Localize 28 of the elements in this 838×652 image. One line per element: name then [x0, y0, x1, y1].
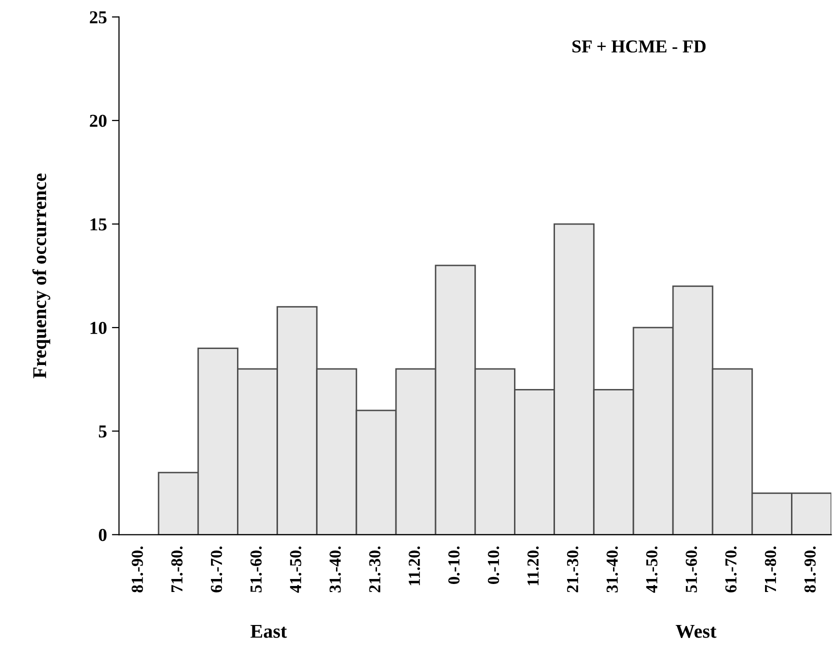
y-tick-label: 15 [90, 218, 107, 230]
text: East [250, 624, 287, 638]
y-tick-label: 25 [90, 11, 107, 24]
x-tick-label: 61.-70. [210, 546, 222, 592]
x-tick-label: 51.-60. [686, 546, 698, 592]
text: SF + HCME - FD [572, 40, 706, 53]
y-tick-label: 0 [98, 528, 106, 542]
x-tick-label: 71.-80. [171, 546, 183, 592]
x-tick-label: 0.-10. [488, 546, 500, 584]
x-tick-label: 41.-50. [290, 546, 302, 593]
x-tick-label: 11.20. [408, 546, 420, 586]
x-tick-label: 31.-40. [606, 546, 618, 592]
y-tick-label: 5 [98, 426, 107, 438]
y-axis-title: Frequency of occurrence [32, 174, 50, 378]
x-tick-label: 81.-90. [132, 546, 144, 592]
y-tick-label: 20 [90, 114, 106, 127]
x-tick-label: 21.-30. [567, 546, 578, 592]
x-tick-label: 21.-30. [369, 546, 380, 592]
text: West [676, 624, 716, 638]
x-tick-label: 61.-70. [725, 546, 737, 592]
x-tick-label: 81.-90. [804, 546, 816, 592]
x-tick-label: 71.-80. [764, 546, 776, 592]
x-tick-label: 31.-40. [330, 546, 341, 592]
y-tick-label: 10 [90, 322, 106, 334]
x-tick-label: 51.-60. [250, 546, 262, 592]
x-tick-label: 41.-50. [646, 546, 658, 593]
x-tick-label: 0.-10. [448, 546, 460, 584]
x-tick-label: 11.20. [527, 546, 539, 586]
